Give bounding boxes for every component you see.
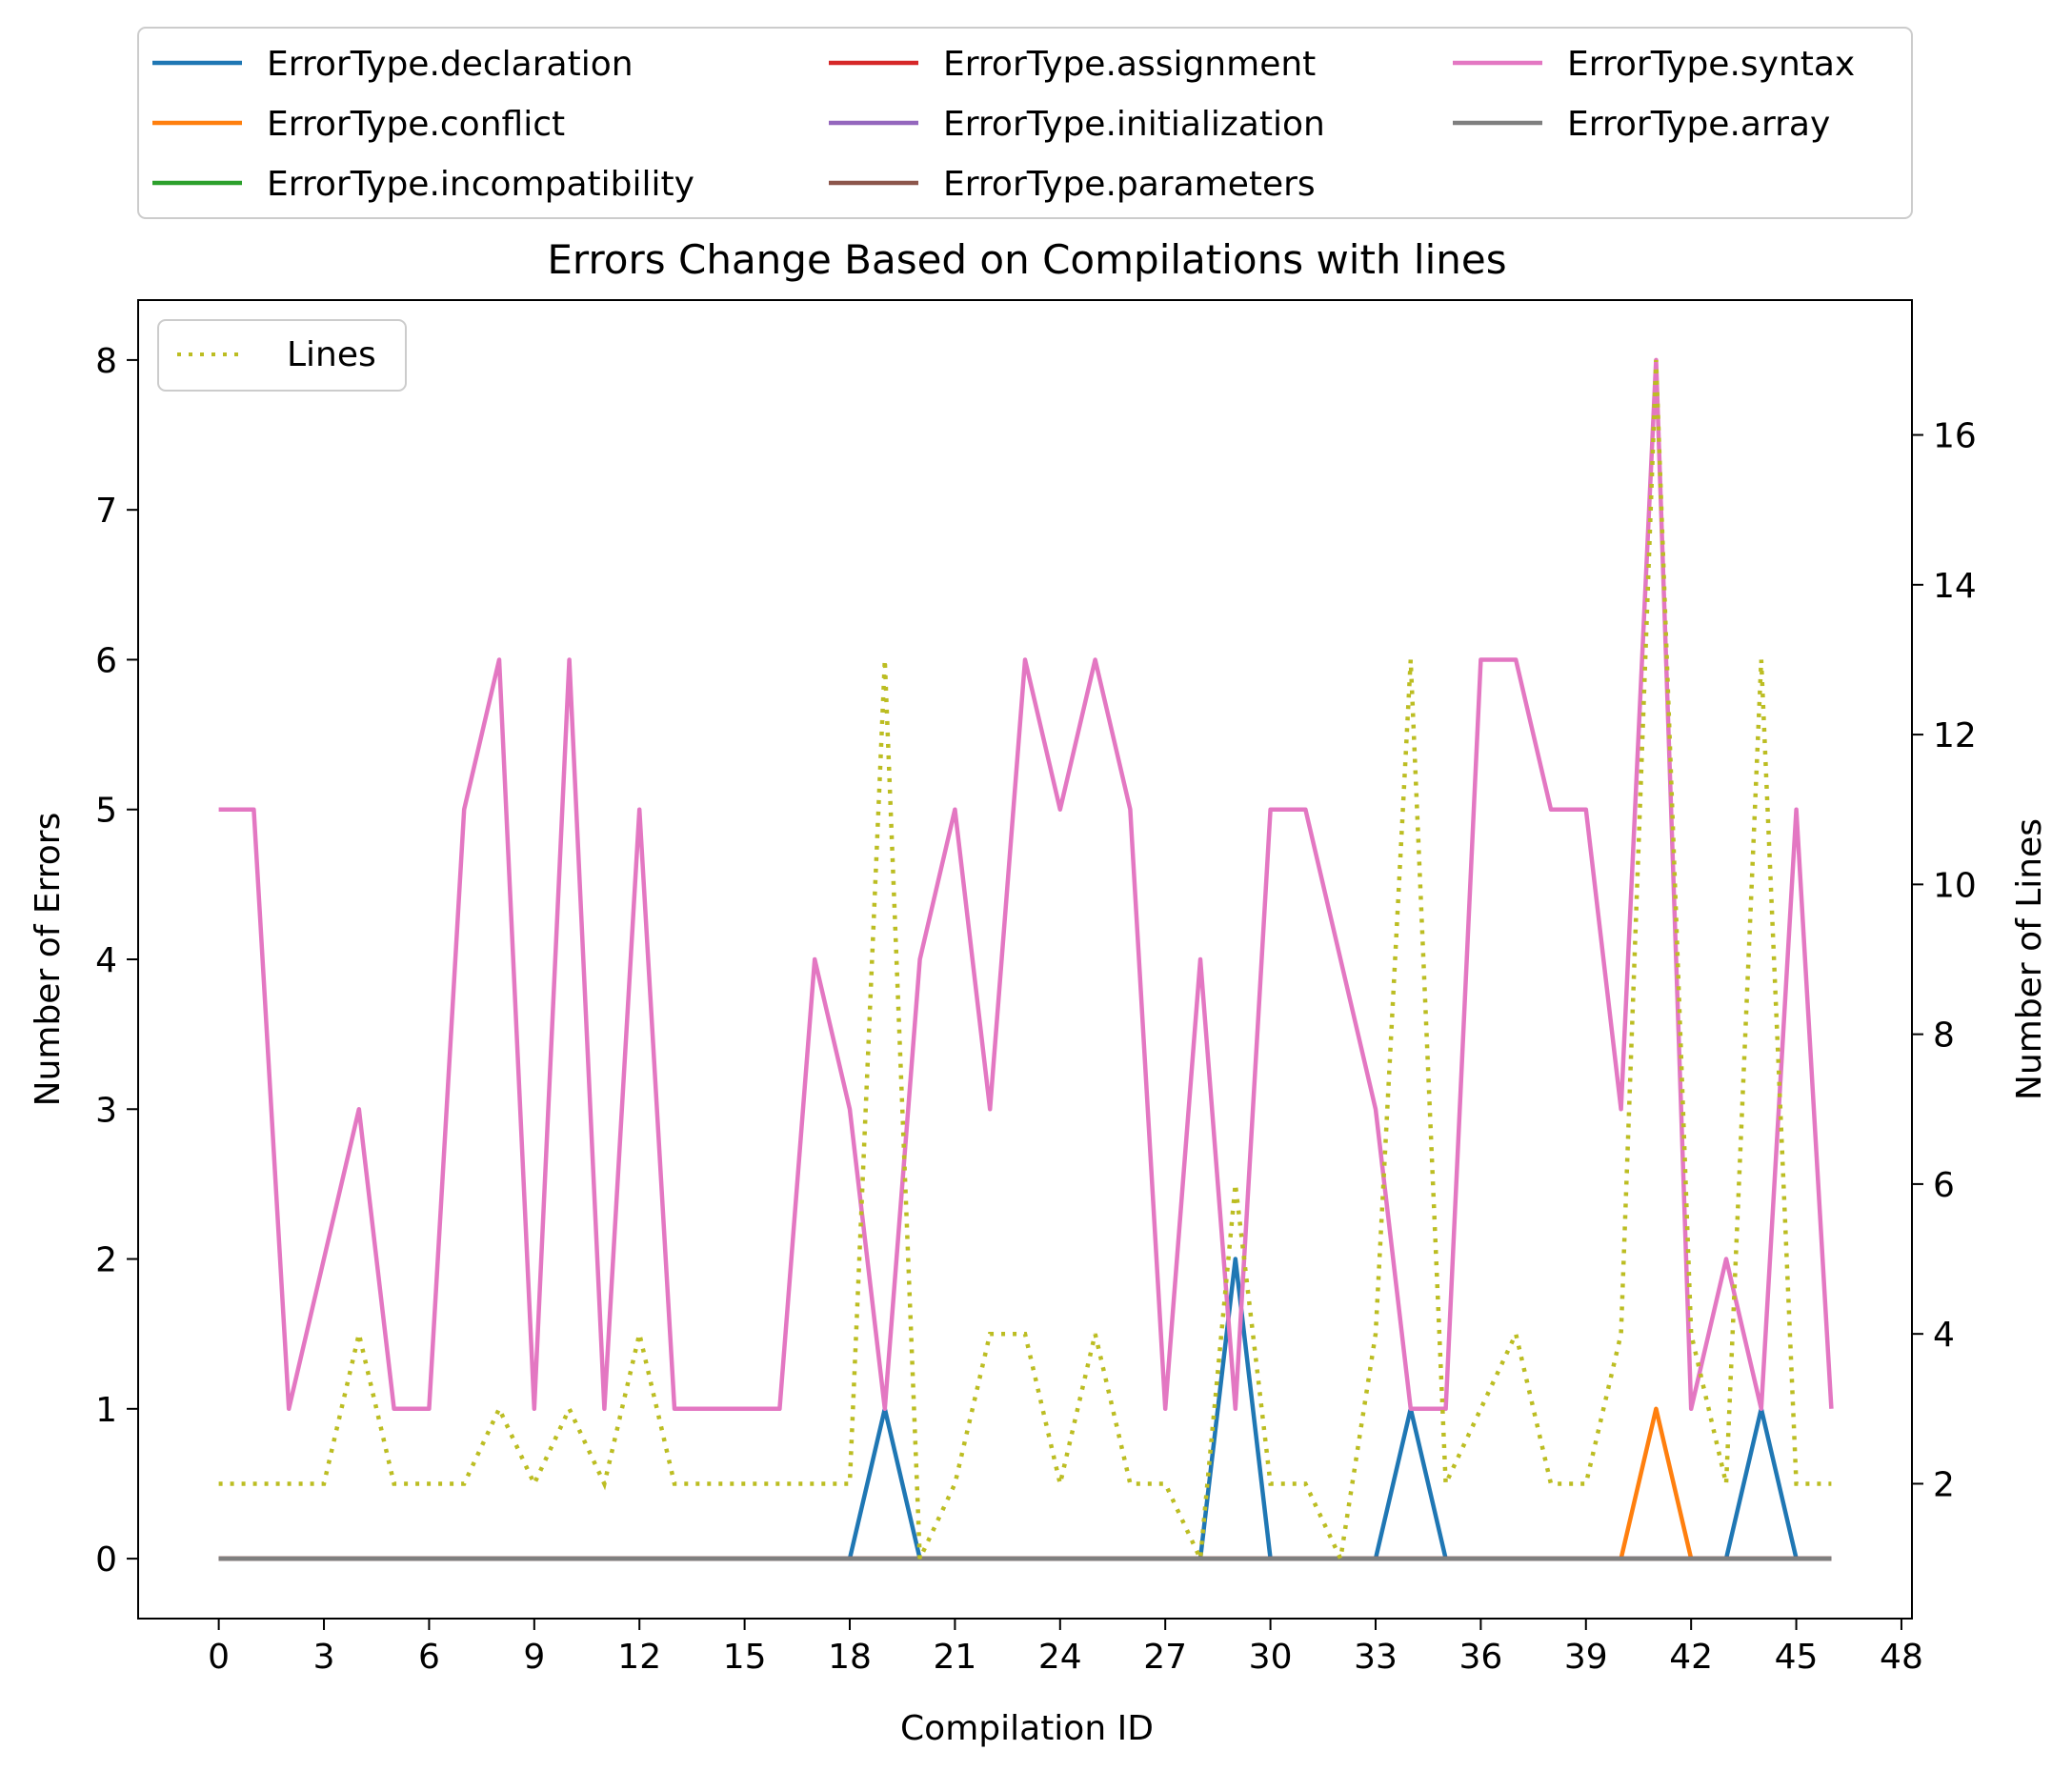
y-tick-label: 2	[95, 1241, 117, 1280]
x-tick-label: 39	[1564, 1638, 1608, 1677]
legend-label-parameters: ErrorType.parameters	[943, 165, 1316, 204]
x-tick-label: 24	[1038, 1638, 1082, 1677]
x-axis: 0 3 6 9 12 15 18 21 24 27 30 33 36 39 42 45 48	[208, 1619, 1923, 1677]
x-tick-label: 0	[208, 1638, 230, 1677]
x-tick-label: 48	[1880, 1638, 1923, 1677]
y2-axis-label: Number of Lines	[2010, 818, 2049, 1100]
legend-label-array: ErrorType.array	[1567, 105, 1830, 144]
y-axis-left: 0 1 2 3 4 5 6 7 8	[95, 342, 138, 1580]
x-tick-label: 12	[617, 1638, 661, 1677]
y2-tick-label: 2	[1933, 1465, 1955, 1504]
y2-tick-label: 14	[1933, 567, 1977, 606]
y-tick-label: 4	[95, 941, 117, 980]
x-tick-label: 6	[418, 1638, 440, 1677]
y-tick-label: 0	[95, 1540, 117, 1580]
y-tick-label: 3	[95, 1091, 117, 1130]
lines-legend: Lines	[157, 319, 407, 392]
x-axis-label: Compilation ID	[900, 1709, 1154, 1748]
y-tick-label: 7	[95, 492, 117, 531]
x-tick-label: 15	[723, 1638, 767, 1677]
chart-title: Errors Change Based on Compilations with…	[547, 236, 1506, 283]
x-tick-label: 45	[1775, 1638, 1819, 1677]
legend-label-conflict: ErrorType.conflict	[267, 105, 565, 144]
x-tick-label: 36	[1458, 1638, 1502, 1677]
main-legend: ErrorType.declaration ErrorType.conflict E…	[137, 27, 1913, 219]
lines-legend-label: Lines	[287, 335, 376, 374]
legend-label-initialization: ErrorType.initialization	[943, 105, 1325, 144]
y-axis-right: 2 4 6 8 10 12 14 16	[1912, 417, 1977, 1504]
x-tick-label: 9	[523, 1638, 545, 1677]
x-tick-label: 21	[933, 1638, 976, 1677]
lines-legend-frame	[157, 319, 407, 392]
x-tick-label: 42	[1669, 1638, 1713, 1677]
y2-tick-label: 10	[1933, 866, 1977, 905]
y2-tick-label: 12	[1933, 716, 1977, 755]
legend-label-assignment: ErrorType.assignment	[943, 45, 1316, 84]
x-tick-label: 3	[313, 1638, 335, 1677]
y-tick-label: 1	[95, 1391, 117, 1430]
y-tick-label: 6	[95, 641, 117, 680]
x-tick-label: 33	[1354, 1638, 1398, 1677]
legend-label-incompatibility: ErrorType.incompatibility	[267, 165, 694, 204]
y2-tick-label: 4	[1933, 1316, 1955, 1355]
y-axis-label: Number of Errors	[29, 813, 68, 1107]
legend-label-syntax: ErrorType.syntax	[1567, 45, 1855, 84]
x-tick-label: 30	[1249, 1638, 1293, 1677]
y2-tick-label: 16	[1933, 417, 1977, 456]
y-tick-label: 5	[95, 792, 117, 831]
series-line-syntax	[218, 357, 1834, 1412]
legend-label-declaration: ErrorType.declaration	[267, 45, 634, 84]
main-legend-frame	[137, 27, 1913, 219]
y-tick-label: 8	[95, 342, 117, 381]
x-tick-label: 18	[828, 1638, 872, 1677]
x-tick-label: 27	[1143, 1638, 1187, 1677]
series-line-lines	[218, 359, 1832, 1567]
y2-tick-label: 8	[1933, 1016, 1955, 1056]
y2-tick-label: 6	[1933, 1166, 1955, 1205]
